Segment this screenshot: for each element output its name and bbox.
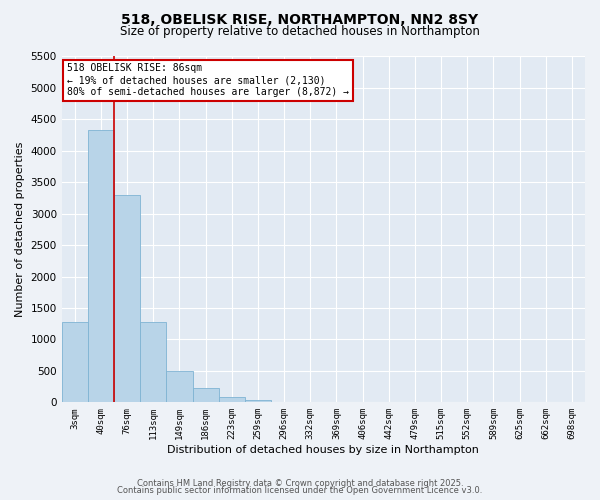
Bar (193, 388, 218, 402)
Bar (218, 398, 245, 402)
Bar (166, 371, 193, 402)
Text: 518 OBELISK RISE: 86sqm
← 19% of detached houses are smaller (2,130)
80% of semi: 518 OBELISK RISE: 86sqm ← 19% of detache… (67, 64, 349, 96)
Text: Contains public sector information licensed under the Open Government Licence v3: Contains public sector information licen… (118, 486, 482, 495)
Bar (245, 400, 271, 402)
Y-axis label: Number of detached properties: Number of detached properties (15, 142, 25, 317)
X-axis label: Distribution of detached houses by size in Northampton: Distribution of detached houses by size … (167, 445, 479, 455)
Text: 518, OBELISK RISE, NORTHAMPTON, NN2 8SY: 518, OBELISK RISE, NORTHAMPTON, NN2 8SY (121, 12, 479, 26)
Bar (114, 195, 140, 402)
Bar (62, 322, 88, 402)
Text: Size of property relative to detached houses in Northampton: Size of property relative to detached ho… (120, 25, 480, 38)
Text: Contains HM Land Registry data © Crown copyright and database right 2025.: Contains HM Land Registry data © Crown c… (137, 478, 463, 488)
Bar (88, 130, 114, 402)
Bar (140, 322, 166, 402)
